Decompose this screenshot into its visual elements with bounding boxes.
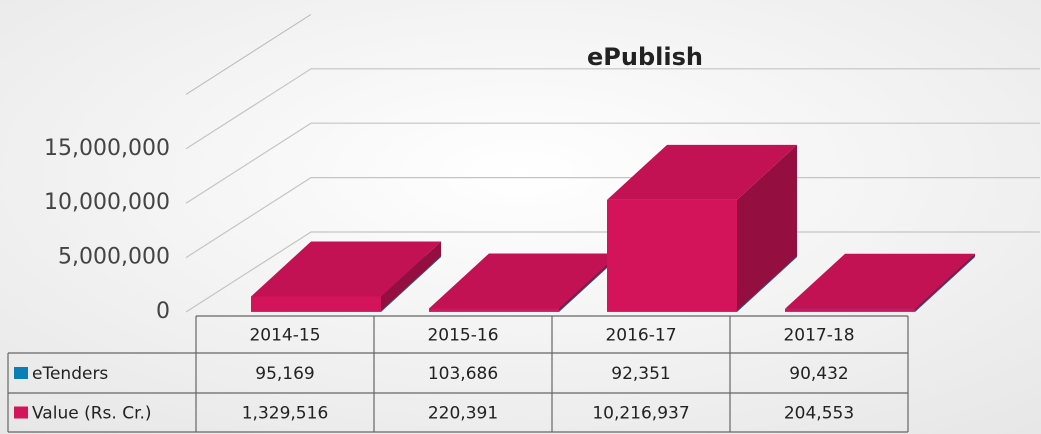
chart-title: ePublish xyxy=(587,43,703,71)
wall-edge xyxy=(185,13,312,95)
bar-top xyxy=(429,253,619,309)
bar-side xyxy=(915,253,975,312)
bar-front xyxy=(785,308,915,312)
y-tick-label: 0 xyxy=(156,299,170,324)
bar-top xyxy=(607,144,797,200)
table-cell: 10,216,937 xyxy=(592,404,689,424)
table-cell: 92,351 xyxy=(611,364,670,384)
y-tick-label: 5,000,000 xyxy=(58,245,170,270)
bar-side xyxy=(915,256,975,312)
legend-label: eTenders xyxy=(32,364,108,384)
table-cell: 220,391 xyxy=(428,404,498,424)
table-cell: 95,169 xyxy=(255,364,314,384)
y-tick-label: 15,000,000 xyxy=(44,136,170,161)
bar-front xyxy=(785,311,915,312)
x-tick-label: 2014-15 xyxy=(249,326,320,346)
bar-side xyxy=(559,255,619,312)
grid-line xyxy=(185,122,1040,204)
table-cell: 103,686 xyxy=(428,364,498,384)
bar-front xyxy=(607,310,737,312)
legend-label: Value (Rs. Cr.) xyxy=(32,404,152,424)
table-cell: 204,553 xyxy=(784,404,854,424)
bar-front xyxy=(429,308,559,311)
legend-swatch xyxy=(14,406,28,419)
bar-side xyxy=(737,144,797,311)
x-tick-label: 2017-18 xyxy=(783,326,854,346)
bar-front xyxy=(607,199,737,311)
table-cell: 90,432 xyxy=(789,364,848,384)
x-tick-label: 2016-17 xyxy=(605,326,676,346)
bar-side xyxy=(559,253,619,311)
grid-line xyxy=(185,68,1040,150)
bar-top xyxy=(251,241,441,297)
bar-front xyxy=(251,310,381,312)
table-cell: 1,329,516 xyxy=(242,404,329,424)
bar-side xyxy=(381,255,441,312)
y-tick-label: 10,000,000 xyxy=(44,190,170,215)
bar-top xyxy=(785,253,975,309)
legend-swatch xyxy=(14,367,28,379)
bar-side xyxy=(381,241,441,311)
x-tick-label: 2015-16 xyxy=(427,326,498,346)
bar-front xyxy=(429,310,559,312)
bar-side xyxy=(737,255,797,312)
bar-front xyxy=(251,296,381,311)
